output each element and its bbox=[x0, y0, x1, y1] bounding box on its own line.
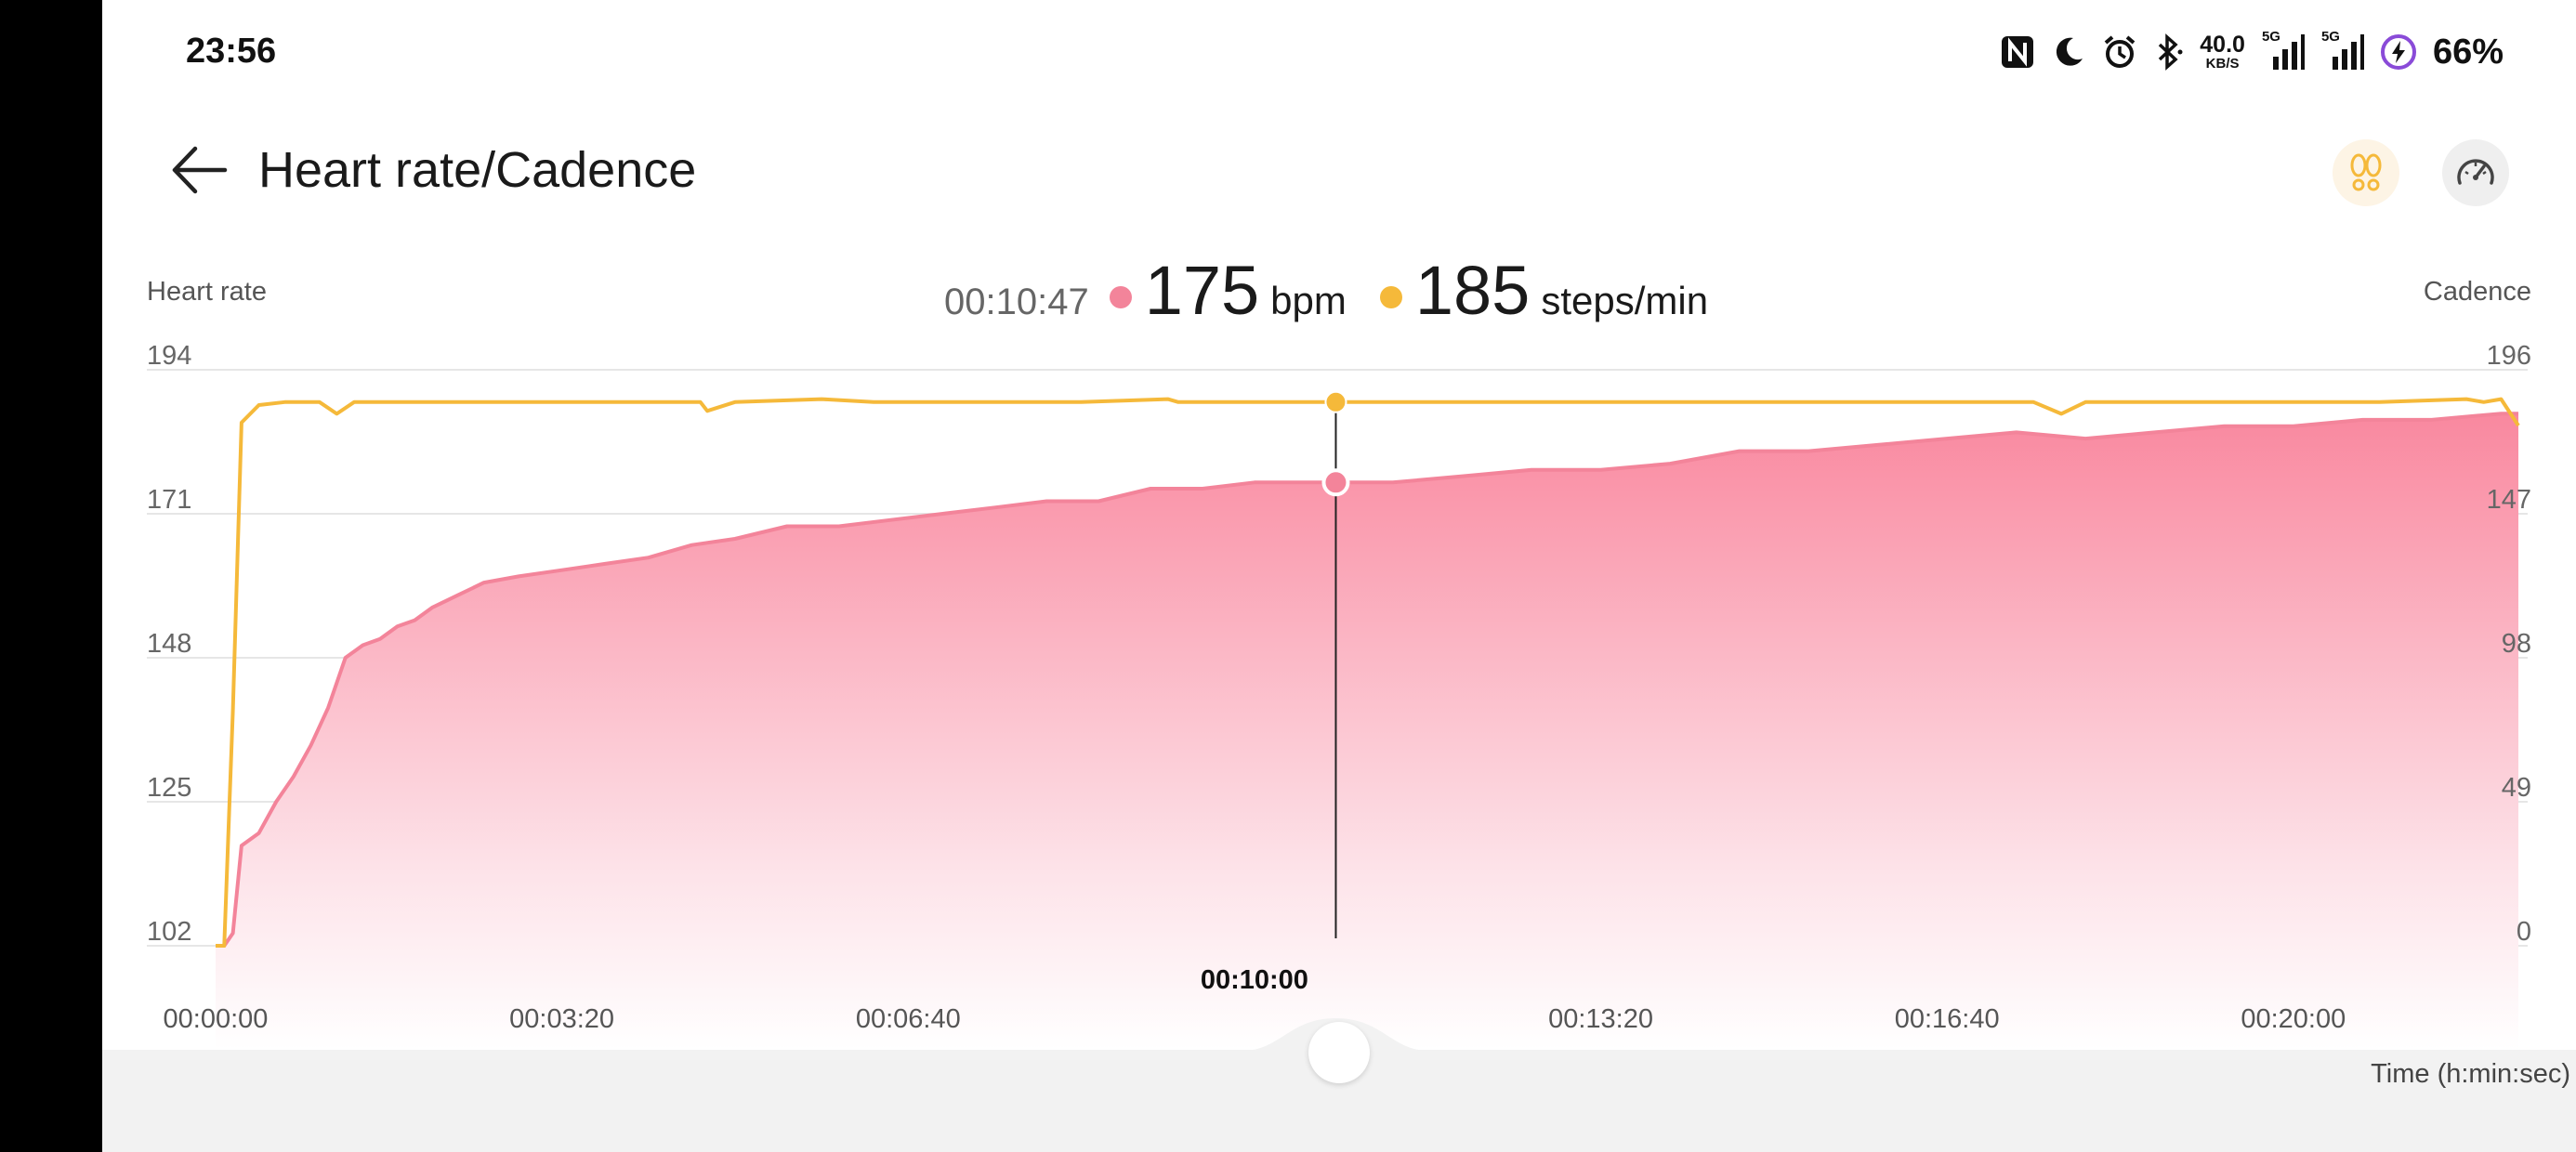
status-icons: 40.0 KB/S 5G 5G 66% bbox=[1999, 28, 2504, 76]
right-tick-label: 147 bbox=[2487, 485, 2531, 515]
signal-label: 5G bbox=[2261, 29, 2280, 45]
network-speed: 40.0 KB/S bbox=[2200, 32, 2245, 72]
right-axis-label: Cadence bbox=[2423, 277, 2531, 307]
battery-percent: 66% bbox=[2432, 32, 2504, 72]
left-tick-label: 194 bbox=[147, 341, 191, 371]
back-button[interactable] bbox=[167, 139, 232, 201]
heart-rate-cursor-point bbox=[1321, 468, 1350, 497]
heart-rate-dot bbox=[1109, 286, 1132, 308]
moon-icon bbox=[2051, 34, 2086, 70]
x-tick-label: 00:06:40 bbox=[856, 1004, 961, 1034]
right-tick-label: 196 bbox=[2487, 341, 2531, 371]
network-speed-unit: KB/S bbox=[2205, 56, 2240, 72]
speedometer-icon bbox=[2457, 159, 2494, 185]
left-tick-label: 102 bbox=[147, 917, 191, 947]
screen-edge-bar bbox=[0, 0, 102, 1152]
left-axis-label: Heart rate bbox=[147, 277, 267, 307]
nfc-icon bbox=[1999, 33, 2036, 71]
cadence-toggle-button[interactable] bbox=[2333, 139, 2399, 206]
cadence-line bbox=[216, 397, 2520, 948]
cadence-dot bbox=[1379, 286, 1402, 308]
x-tick-label: 00:16:40 bbox=[1895, 1004, 2000, 1034]
x-tick-label: 00:00:00 bbox=[164, 1004, 269, 1034]
x-axis-label: Time (h:min:sec) bbox=[2371, 1059, 2570, 1089]
chart-scrub-handle[interactable] bbox=[1308, 1022, 1370, 1083]
readout-time: 00:10:47 bbox=[944, 281, 1089, 322]
signal-icon: 5G bbox=[2260, 29, 2305, 72]
x-tick-label: 00:10:00 bbox=[1201, 965, 1308, 995]
alarm-icon bbox=[2101, 33, 2138, 71]
status-time: 23:56 bbox=[186, 32, 277, 71]
cursor-readout: 00:10:47 175 bpm 185 steps/min bbox=[944, 251, 1741, 330]
x-tick-label: 00:03:20 bbox=[509, 1004, 614, 1034]
network-speed-value: 40.0 bbox=[2200, 32, 2245, 58]
right-tick-label: 0 bbox=[2517, 917, 2531, 947]
right-tick-label: 49 bbox=[2502, 773, 2531, 803]
cadence-cursor-point bbox=[1324, 390, 1347, 413]
left-tick-label: 171 bbox=[147, 485, 191, 515]
heart-rate-line bbox=[216, 412, 2518, 948]
bluetooth-icon bbox=[2153, 33, 2185, 71]
pace-toggle-button[interactable] bbox=[2442, 139, 2509, 206]
x-tick-label: 00:13:20 bbox=[1548, 1004, 1653, 1034]
readout-cadence: 185 bbox=[1414, 252, 1531, 329]
left-tick-label: 125 bbox=[147, 773, 191, 803]
x-tick-label: 00:20:00 bbox=[2241, 1004, 2346, 1034]
signal-icon: 5G bbox=[2320, 29, 2364, 72]
back-arrow-icon bbox=[172, 146, 228, 194]
readout-cadence-unit: steps/min bbox=[1541, 279, 1709, 322]
footsteps-icon bbox=[2350, 153, 2382, 191]
battery-charging-icon bbox=[2379, 33, 2418, 72]
readout-heart-rate: 175 bbox=[1144, 252, 1260, 329]
right-tick-label: 98 bbox=[2502, 629, 2531, 659]
readout-heart-rate-unit: bpm bbox=[1270, 279, 1347, 322]
left-tick-label: 148 bbox=[147, 629, 191, 659]
heart-rate-area bbox=[216, 413, 2518, 1050]
page-title: Heart rate/Cadence bbox=[258, 142, 697, 198]
signal-label: 5G bbox=[2320, 29, 2340, 45]
